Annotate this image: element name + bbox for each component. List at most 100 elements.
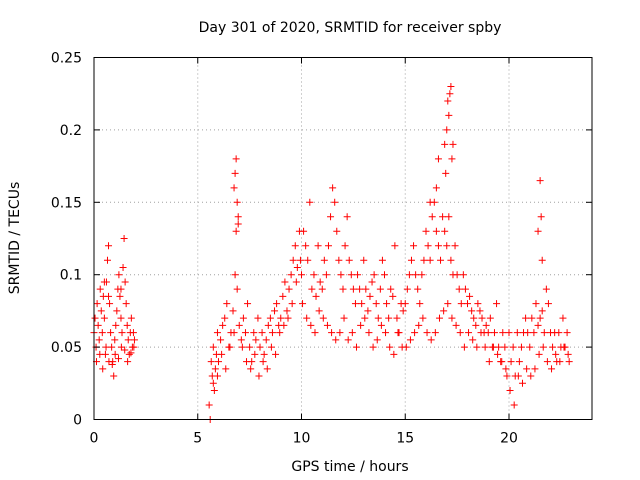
data-point [331, 198, 339, 206]
data-point [213, 372, 221, 380]
data-point [267, 343, 275, 351]
data-point [231, 169, 239, 177]
data-point [106, 300, 114, 308]
data-point [125, 350, 133, 358]
data-point [523, 365, 531, 373]
data-point [336, 329, 344, 337]
data-point [296, 256, 304, 264]
data-point [310, 271, 318, 279]
data-point [258, 329, 266, 337]
data-point [415, 321, 423, 329]
data-point [441, 140, 449, 148]
data-point [539, 343, 547, 351]
data-point [91, 314, 99, 322]
data-point [348, 329, 356, 337]
data-point [364, 307, 372, 315]
data-point [464, 300, 471, 308]
x-tick-label: 15 [396, 431, 414, 447]
data-point [439, 213, 447, 221]
data-point [493, 300, 501, 308]
data-point [300, 227, 308, 235]
data-point [452, 321, 460, 329]
data-point [494, 350, 502, 358]
data-point [444, 300, 452, 308]
data-point [449, 140, 457, 148]
data-point [98, 329, 106, 337]
data-point [486, 314, 494, 322]
data-point [448, 155, 456, 163]
data-point [211, 365, 219, 373]
data-point [209, 379, 217, 387]
x-tick-label: 20 [500, 431, 518, 447]
data-point [352, 343, 360, 351]
data-point [543, 358, 551, 366]
data-point [307, 321, 315, 329]
data-point [129, 329, 137, 337]
data-point [207, 358, 215, 366]
x-tick-label: 5 [193, 431, 202, 447]
data-point [540, 329, 548, 337]
data-point [312, 292, 320, 300]
data-point [544, 300, 552, 308]
data-point [445, 111, 453, 119]
data-point [482, 321, 490, 329]
data-point [111, 336, 119, 344]
data-point [260, 350, 268, 358]
data-point [510, 401, 518, 409]
data-point [389, 292, 397, 300]
data-point [563, 329, 571, 337]
y-tick-label: 0.1 [60, 268, 82, 284]
data-point [485, 358, 493, 366]
chart-title: Day 301 of 2020, SRMTID for receiver spb… [199, 20, 502, 36]
data-point [382, 329, 390, 337]
data-point [95, 336, 103, 344]
data-point [116, 292, 124, 300]
data-point [232, 155, 240, 163]
data-point [481, 343, 489, 351]
data-point [383, 300, 391, 308]
data-point [469, 336, 477, 344]
data-point [370, 271, 378, 279]
data-point [531, 365, 539, 373]
data-point [263, 365, 271, 373]
data-point [552, 350, 560, 358]
data-point [444, 97, 452, 105]
data-point [288, 300, 296, 308]
data-point [509, 343, 517, 351]
data-point [442, 169, 450, 177]
data-point [501, 343, 509, 351]
data-point [356, 285, 364, 293]
data-point [271, 307, 279, 315]
x-tick-label: 0 [90, 431, 99, 447]
data-point [390, 350, 398, 358]
data-point [432, 227, 440, 235]
data-point [316, 278, 324, 286]
data-point [385, 314, 393, 322]
data-point [361, 314, 369, 322]
data-point [243, 358, 251, 366]
data-point [237, 336, 245, 344]
data-point [311, 329, 319, 337]
data-point [256, 343, 264, 351]
data-point [534, 227, 542, 235]
data-point [431, 329, 439, 337]
data-point [272, 350, 280, 358]
data-point [215, 358, 222, 366]
data-point [347, 271, 355, 279]
data-point [268, 329, 276, 337]
data-point [230, 184, 238, 192]
data-point [291, 242, 299, 250]
data-point [102, 343, 110, 351]
data-point [420, 256, 428, 264]
data-point [399, 307, 407, 315]
data-point [293, 263, 301, 271]
data-point [341, 242, 349, 250]
data-point [476, 307, 484, 315]
data-point [506, 387, 514, 395]
data-point [96, 285, 104, 293]
data-point [407, 256, 415, 264]
data-point [377, 321, 385, 329]
data-point [530, 329, 538, 337]
grid [94, 57, 592, 420]
data-point [534, 321, 542, 329]
